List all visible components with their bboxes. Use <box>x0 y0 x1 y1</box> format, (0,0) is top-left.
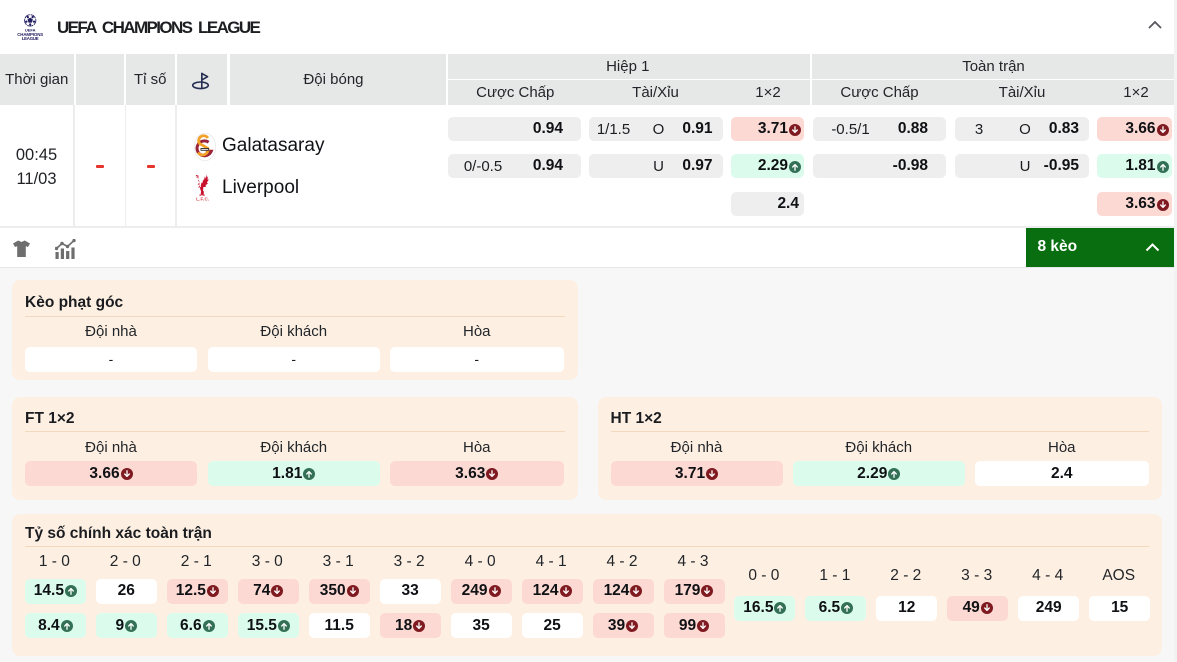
svg-text:L.F.C.: L.F.C. <box>196 196 209 201</box>
svg-text:UEFA: UEFA <box>24 27 35 32</box>
svg-text:CHAMPIONS: CHAMPIONS <box>17 32 43 37</box>
svg-text:LEAGUE: LEAGUE <box>21 36 38 41</box>
